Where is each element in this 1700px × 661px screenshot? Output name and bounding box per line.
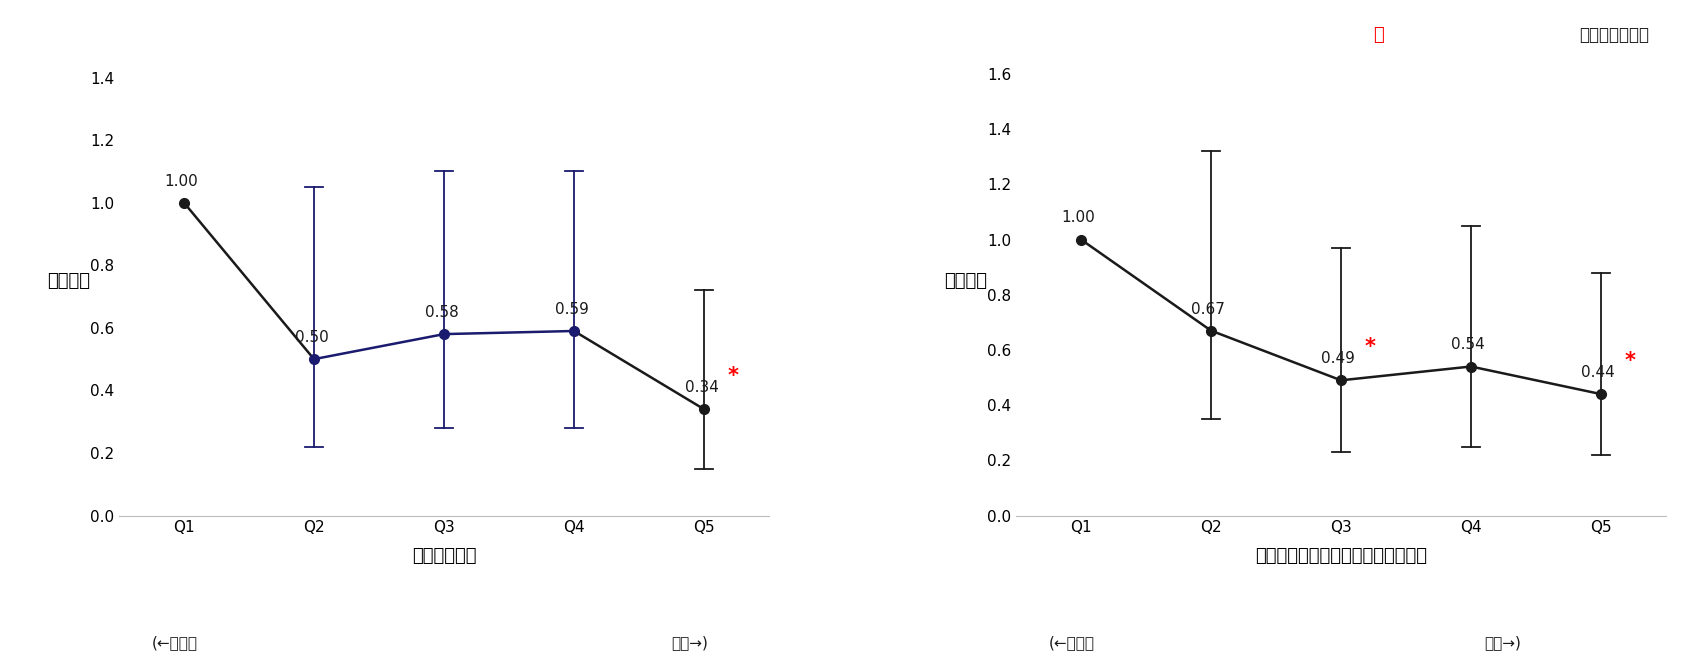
Text: *: * xyxy=(728,366,738,386)
Text: *: * xyxy=(1365,337,1375,357)
Text: 0.58: 0.58 xyxy=(425,305,459,320)
Text: *: * xyxy=(1625,350,1635,371)
Text: 0.50: 0.50 xyxy=(294,330,328,345)
Text: ：統計学的有意: ：統計学的有意 xyxy=(1579,26,1649,44)
Text: ＊: ＊ xyxy=(1374,26,1384,44)
X-axis label: 果物の摂取量: 果物の摂取量 xyxy=(411,547,476,564)
X-axis label: フラボノイドの豊富な果物の摂取量: フラボノイドの豊富な果物の摂取量 xyxy=(1255,547,1426,564)
Text: 0.44: 0.44 xyxy=(1581,365,1615,380)
Text: 0.34: 0.34 xyxy=(685,380,719,395)
Text: (←少ない: (←少ない xyxy=(151,635,197,650)
Text: 0.59: 0.59 xyxy=(554,302,588,317)
Text: 1.00: 1.00 xyxy=(165,174,199,188)
Y-axis label: オッズ比: オッズ比 xyxy=(945,272,988,290)
Text: 0.54: 0.54 xyxy=(1452,337,1486,352)
Text: 1.00: 1.00 xyxy=(1061,210,1095,225)
Y-axis label: オッズ比: オッズ比 xyxy=(48,272,90,290)
Text: 0.49: 0.49 xyxy=(1321,351,1355,366)
Text: 多い→): 多い→) xyxy=(1484,635,1522,650)
Text: (←少ない: (←少ない xyxy=(1049,635,1095,650)
Text: 多い→): 多い→) xyxy=(672,635,709,650)
Text: 0.67: 0.67 xyxy=(1192,301,1226,317)
